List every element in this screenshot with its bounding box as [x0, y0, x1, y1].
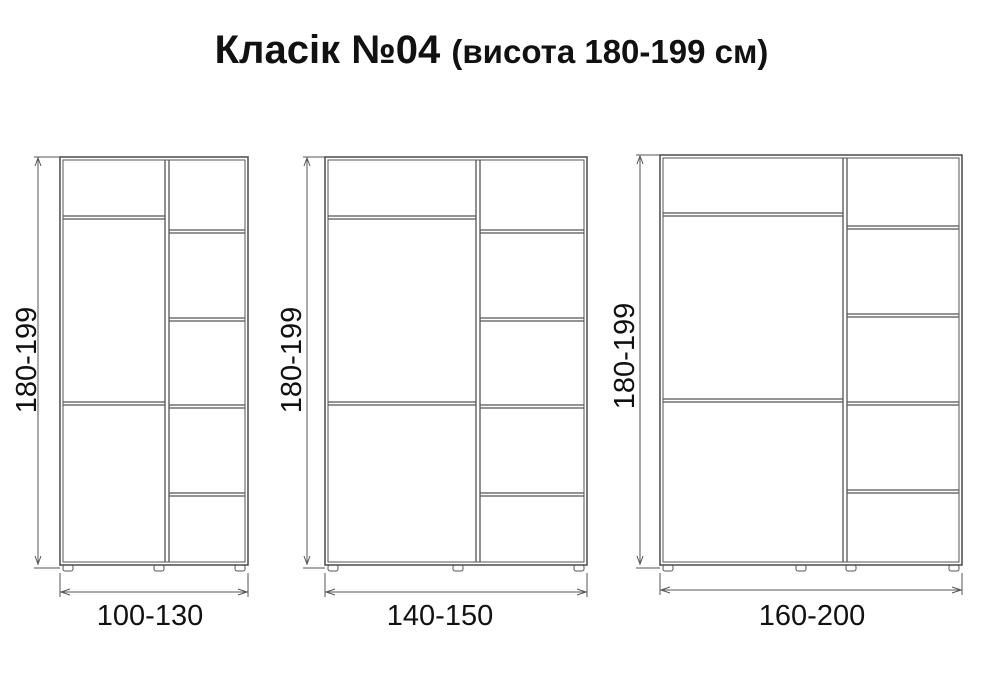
- height-arrowheads: [303, 156, 311, 566]
- wardrobe-frame: [324, 156, 588, 566]
- width-label: 140-150: [387, 600, 493, 632]
- height-label: 180-199: [609, 303, 641, 409]
- width-label: 100-130: [97, 600, 203, 632]
- wardrobe-frame: [59, 156, 249, 566]
- width-arrowheads: [59, 588, 249, 596]
- wardrobe-inner-frame: [662, 157, 960, 563]
- wardrobe-100-130: 100-130 180-199: [11, 156, 249, 632]
- height-arrowheads: [34, 156, 42, 566]
- width-label: 160-200: [759, 600, 865, 632]
- leg: [234, 564, 246, 572]
- height-arrowheads: [636, 154, 644, 566]
- leg: [662, 564, 674, 572]
- page-title: Класік №04 (висота 180-199 см): [0, 28, 983, 73]
- leg: [845, 564, 857, 572]
- leg: [573, 564, 585, 572]
- wardrobe-inner-frame: [327, 159, 585, 563]
- wardrobe-160-200: 160-200 180-199: [609, 154, 963, 632]
- wardrobe-inner-frame: [62, 159, 246, 563]
- leg: [62, 564, 74, 572]
- width-arrowheads: [324, 588, 588, 596]
- leg: [795, 564, 807, 572]
- leg: [948, 564, 960, 572]
- wardrobe-140-150: 140-150 180-199: [276, 156, 588, 632]
- leg: [452, 564, 464, 572]
- leg: [327, 564, 339, 572]
- title-subtitle: (висота 180-199 см): [451, 33, 769, 70]
- wardrobe-frame: [659, 154, 963, 566]
- width-arrowheads: [659, 586, 963, 594]
- leg: [153, 564, 165, 572]
- title-main: Класік №04: [214, 28, 441, 72]
- height-label: 180-199: [276, 307, 308, 413]
